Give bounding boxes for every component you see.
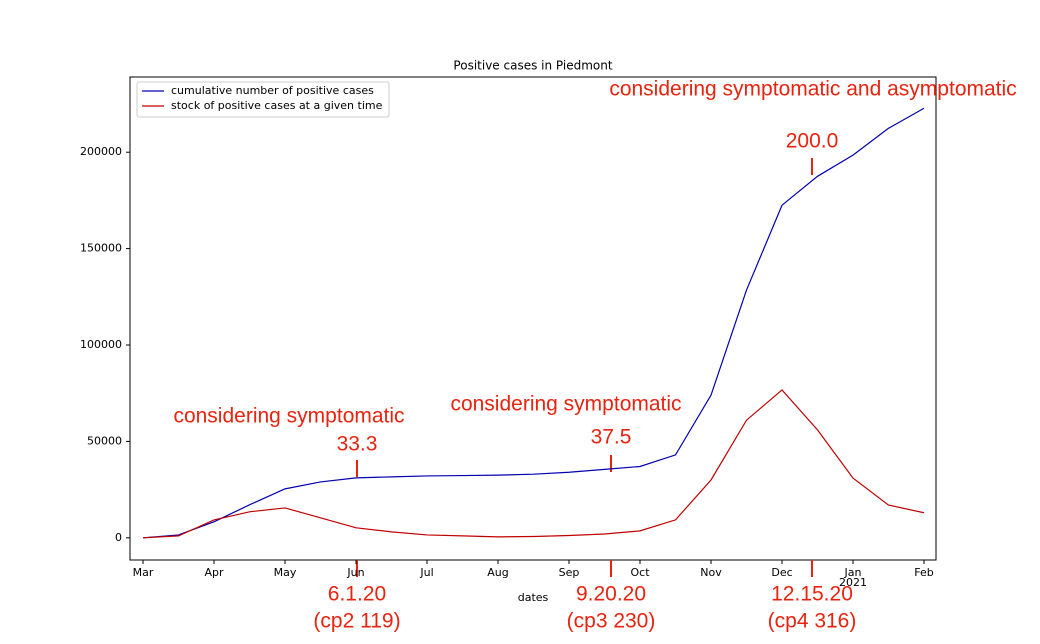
x-tick-label: Jun (346, 566, 364, 579)
annotation: 12.15.20 (771, 583, 853, 606)
x-tick-label: Mar (133, 566, 154, 579)
y-tick-label: 0 (115, 531, 122, 544)
y-tick-label: 100000 (80, 338, 122, 351)
x-tick-label: May (274, 566, 297, 579)
series-line (142, 107, 925, 539)
annotation: 200.0 (786, 130, 839, 153)
x-tick-label: Aug (487, 566, 508, 579)
annotation-ticks (356, 158, 813, 577)
y-tick-label: 50000 (87, 434, 122, 447)
annotation: 9.20.20 (576, 583, 646, 606)
series-line (142, 389, 925, 539)
y-tick-label: 150000 (80, 242, 122, 255)
chart-title: Positive cases in Piedmont (453, 59, 612, 73)
annotation: 37.5 (591, 426, 632, 449)
x-tick-label: Oct (630, 566, 650, 579)
annotation: (cp4 316) (768, 610, 857, 633)
x-year-label: 2021 (839, 576, 867, 589)
x-axis-label: dates (518, 591, 549, 604)
plot-frame (129, 76, 937, 561)
legend-box (136, 81, 390, 118)
x-tick-label: Jan (844, 566, 862, 579)
x-tick-label: Apr (204, 566, 224, 579)
annotation: considering symptomatic (173, 405, 404, 428)
x-tick-label: Feb (914, 566, 933, 579)
y-tick-label: 200000 (80, 145, 122, 158)
x-tick-label: Dec (771, 566, 792, 579)
x-tick-label: Jul (419, 566, 433, 579)
annotation: considering symptomatic and asymptomatic (609, 78, 1016, 101)
annotation: 6.1.20 (328, 583, 386, 606)
annotation: 33.3 (337, 433, 378, 456)
x-tick-label: Nov (700, 566, 722, 579)
x-tick-label: Sep (559, 566, 580, 579)
annotation: (cp2 119) (313, 610, 400, 633)
annotation: (cp3 230) (567, 610, 656, 633)
legend-label: cumulative number of positive cases (171, 84, 374, 97)
annotation: considering symptomatic (450, 393, 681, 416)
legend-label: stock of positive cases at a given time (171, 99, 383, 112)
